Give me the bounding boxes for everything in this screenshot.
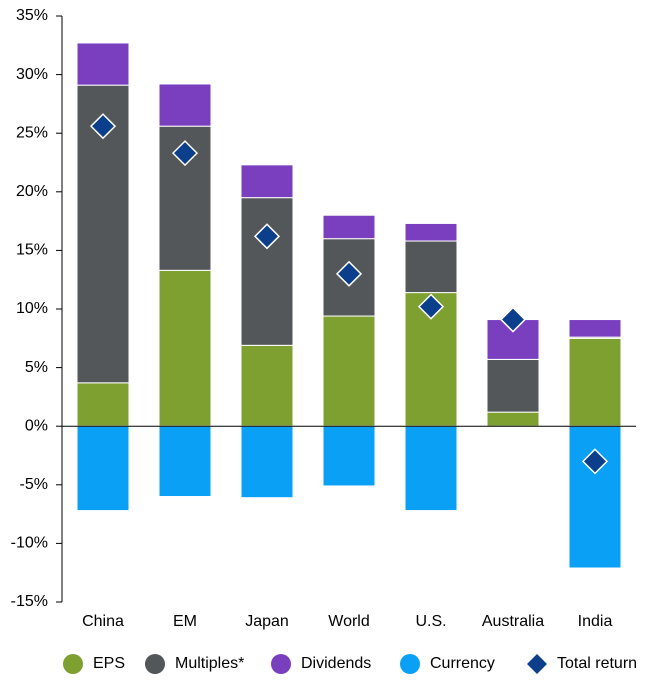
y-tick-label: 30%: [16, 66, 48, 83]
total-return-marker: [581, 448, 609, 475]
bar-segment: [240, 344, 294, 427]
legend-label: Multiples*: [175, 655, 244, 672]
total-return-marker: [335, 260, 363, 287]
bar-segment: [404, 222, 458, 242]
bar-segment: [404, 240, 458, 294]
y-tick-label: 15%: [16, 242, 48, 259]
total-return-marker: [417, 293, 445, 320]
y-tick-label: 25%: [16, 124, 48, 141]
x-tick-label: India: [578, 613, 613, 630]
legend-label: Currency: [430, 655, 495, 672]
legend-marker: [271, 654, 291, 674]
bar-segment: [240, 197, 294, 346]
y-tick-label: -10%: [11, 535, 48, 552]
legend-label: Total return: [557, 655, 637, 672]
legend-marker: [400, 654, 420, 674]
legend-label: EPS: [93, 655, 125, 672]
bar-segment: [322, 214, 376, 240]
y-tick-label: 5%: [25, 359, 48, 376]
y-tick-label: 20%: [16, 183, 48, 200]
total-return-marker: [171, 140, 199, 167]
bar-segment: [322, 315, 376, 427]
x-tick-label: U.S.: [415, 613, 446, 630]
bar-segment: [322, 425, 376, 487]
legend-label: Dividends: [301, 655, 371, 672]
bar-segment: [568, 319, 622, 338]
x-tick-label: Australia: [482, 613, 544, 630]
y-tick-label: 10%: [16, 300, 48, 317]
bar-segment: [568, 425, 622, 569]
legend-marker: [527, 654, 547, 674]
total-return-marker: [253, 223, 281, 250]
bar-segment: [240, 425, 294, 499]
x-tick-label: EM: [173, 613, 197, 630]
x-tick-label: World: [328, 613, 370, 630]
bar-segment: [568, 337, 622, 427]
legend-marker: [63, 654, 83, 674]
bar-segment: [404, 425, 458, 512]
bar-segment: [158, 83, 212, 127]
bar-segment: [158, 269, 212, 427]
y-tick-label: -5%: [20, 476, 48, 493]
total-return-marker: [89, 113, 117, 140]
x-tick-label: Japan: [245, 613, 289, 630]
total-return-marker: [499, 306, 527, 333]
y-tick-label: 0%: [25, 417, 48, 434]
bar-segment: [486, 358, 540, 413]
bar-segment: [158, 425, 212, 498]
y-tick-label: 35%: [16, 7, 48, 24]
y-tick-label: -15%: [11, 593, 48, 610]
bar-segment: [76, 425, 130, 512]
bar-segment: [76, 382, 130, 427]
legend-marker: [145, 654, 165, 674]
bar-segment: [240, 164, 294, 199]
bar-segment: [486, 411, 540, 427]
bar-segment: [76, 42, 130, 86]
x-tick-label: China: [82, 613, 124, 630]
